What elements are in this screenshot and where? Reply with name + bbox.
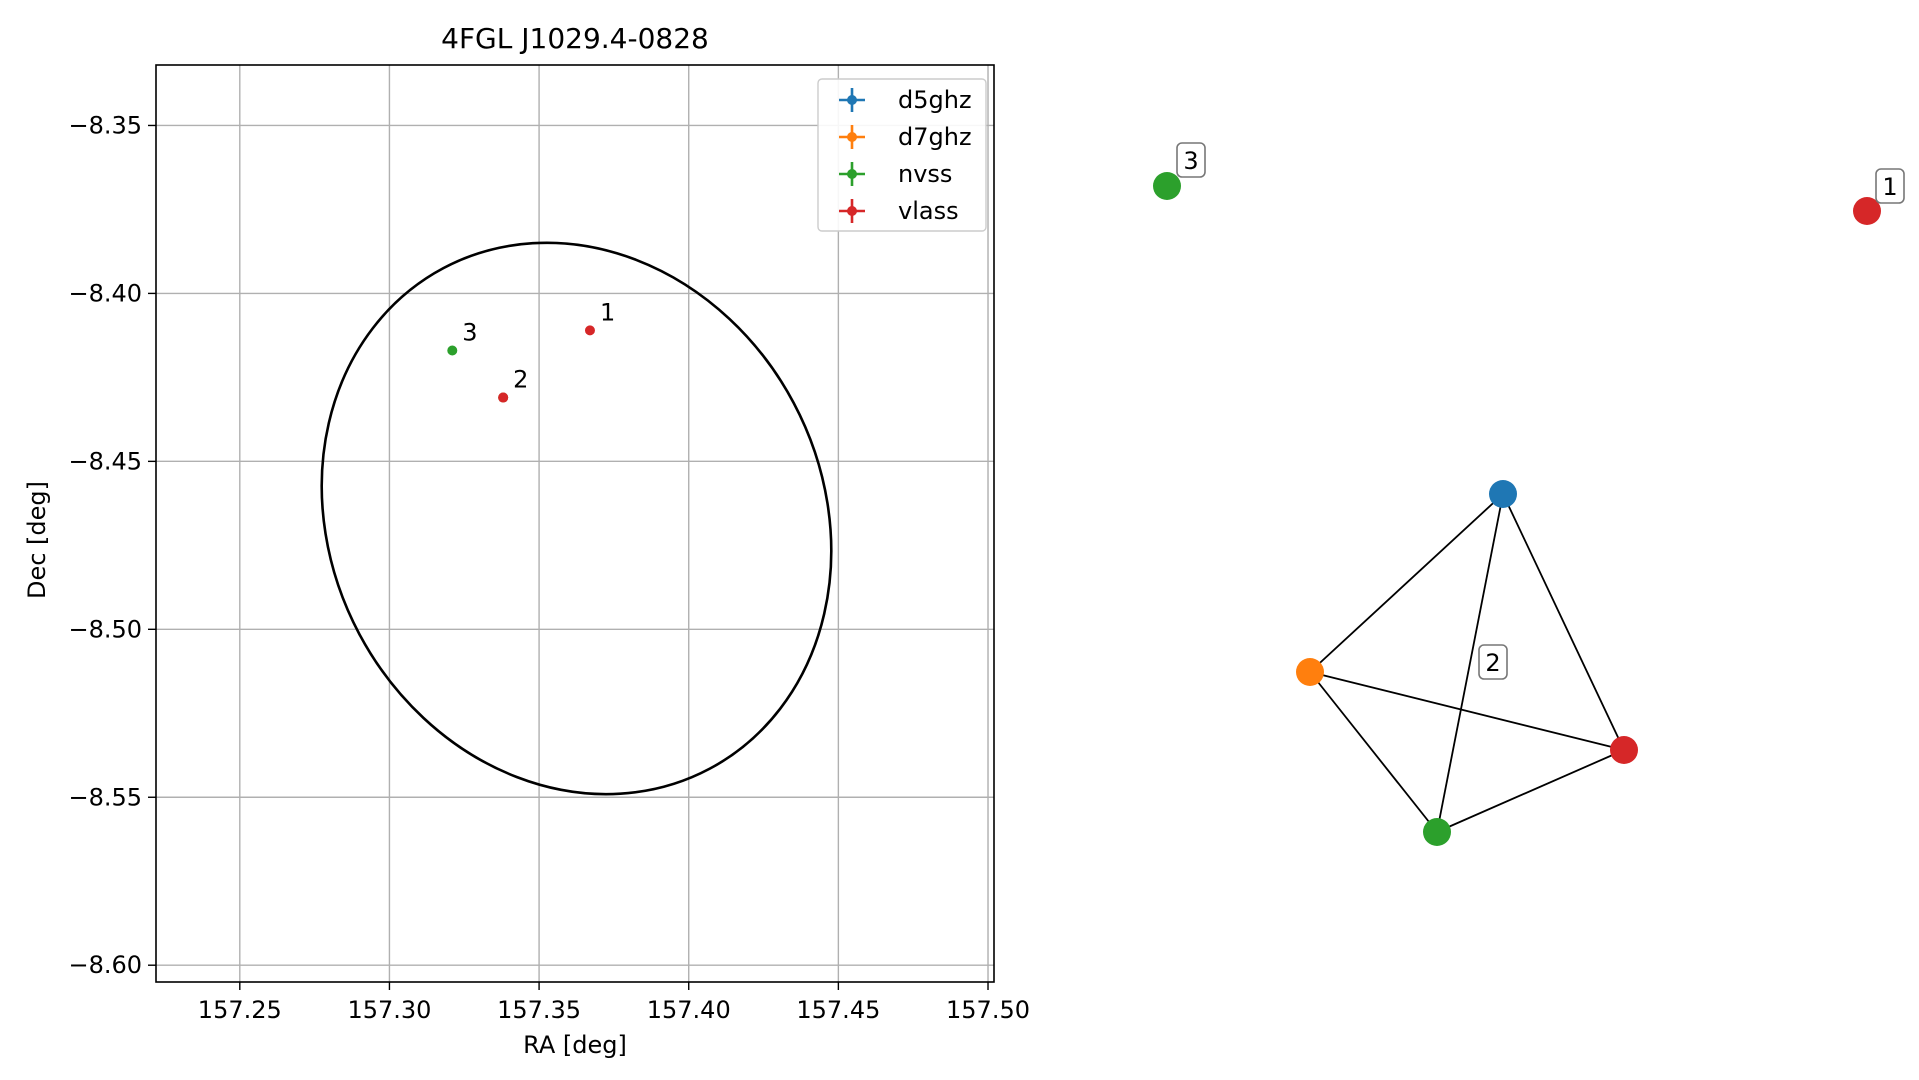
graph-node-vlass_1: [1853, 197, 1881, 225]
grid-lines: [156, 65, 994, 982]
x-axis-label: RA [deg]: [523, 1031, 627, 1059]
legend-label-vlass: vlass: [898, 197, 959, 225]
axis-ticks: 157.25 157.30 157.35 157.40 157.45 157.50 −8.3…: [68, 111, 1030, 1024]
x-tick-label: 157.25: [198, 996, 282, 1024]
y-tick-label: −8.55: [68, 783, 142, 811]
data-points: [447, 325, 595, 403]
group-label-box: [1875, 168, 1905, 204]
graph-edge: [1309, 671, 1438, 833]
graph-node-nvss: [1423, 818, 1451, 846]
legend-box: [817, 78, 987, 232]
graph-edge: [1502, 493, 1625, 751]
y-tick-label: −8.60: [68, 951, 142, 979]
legend: d5ghz d7ghz nvss vlass: [817, 78, 987, 232]
point-label: 1: [600, 298, 615, 326]
point-label: 3: [462, 319, 477, 347]
graph-node-nvss_3: [1153, 172, 1181, 200]
sky-position-plot: 4FGL J1029.4-0828 1 2 3 157.25 157.30 157.35…: [23, 22, 1030, 1059]
group-label-box: [1176, 142, 1206, 178]
legend-label-d5ghz: d5ghz: [898, 86, 972, 114]
graph-edge: [1436, 749, 1625, 833]
x-tick-label: 157.45: [796, 996, 880, 1024]
legend-label-nvss: nvss: [898, 160, 952, 188]
graph-group-labels: 1 2 3: [1176, 142, 1905, 680]
legend-label-d7ghz: d7ghz: [898, 123, 972, 151]
y-tick-label: −8.35: [68, 111, 142, 139]
point-vlass: [584, 325, 595, 336]
y-axis-label: Dec [deg]: [23, 481, 51, 599]
graph-edge: [1309, 493, 1504, 673]
graph-edge: [1309, 671, 1625, 751]
graph-edges: [1309, 493, 1625, 833]
graph-node-d5ghz: [1489, 480, 1517, 508]
x-tick-label: 157.30: [347, 996, 431, 1024]
legend-marker-dot-d5ghz: [847, 95, 857, 105]
group-label-text: 3: [1183, 147, 1198, 175]
association-graph: 1 2 3: [1153, 142, 1905, 846]
error-ellipse-layer: [320, 241, 833, 796]
legend-marker-dot-d7ghz: [847, 132, 857, 142]
group-label-text: 1: [1882, 173, 1897, 201]
axes-frame: [155, 64, 995, 983]
graph-node-vlass: [1610, 736, 1638, 764]
x-tick-label: 157.50: [946, 996, 1030, 1024]
graph-edge: [1436, 493, 1504, 833]
y-tick-label: −8.40: [68, 279, 142, 307]
x-tick-label: 157.35: [497, 996, 581, 1024]
point-nvss: [447, 345, 458, 356]
group-label-box: [1478, 644, 1508, 680]
graph-nodes: [1153, 172, 1881, 846]
legend-marker-dot-vlass: [847, 206, 857, 216]
error-ellipse: [320, 241, 833, 796]
chart-title: 4FGL J1029.4-0828: [441, 22, 709, 55]
group-label-text: 2: [1485, 649, 1500, 677]
x-tick-label: 157.40: [647, 996, 731, 1024]
graph-node-d7ghz: [1296, 658, 1324, 686]
legend-marker-dot-nvss: [847, 169, 857, 179]
y-tick-label: −8.50: [68, 615, 142, 643]
point-annotations: 1 2 3: [462, 298, 615, 393]
point-vlass: [498, 392, 509, 403]
point-label: 2: [513, 366, 528, 394]
y-tick-label: −8.45: [68, 447, 142, 475]
